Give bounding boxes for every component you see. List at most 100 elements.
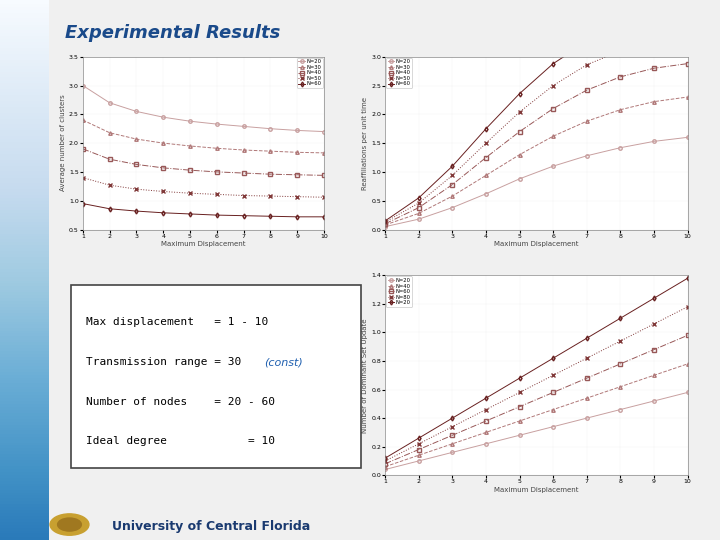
N=60 <box>649 14 658 21</box>
N=20 <box>381 466 390 472</box>
N=40 <box>320 172 328 179</box>
N=60 <box>582 38 591 45</box>
N=30 <box>649 98 658 105</box>
N=40 <box>649 65 658 71</box>
N=50 <box>582 62 591 68</box>
N=80 <box>616 338 625 345</box>
N=20 <box>415 216 423 222</box>
N=20 <box>482 395 490 401</box>
N=20 <box>482 441 490 447</box>
N=60 <box>516 90 524 97</box>
N=40 <box>293 172 302 178</box>
N=40 <box>239 170 248 176</box>
N=30 <box>212 145 221 152</box>
N=20 <box>320 129 328 135</box>
N=60 <box>683 10 692 16</box>
N=40 <box>105 156 114 163</box>
N=60 <box>381 461 390 467</box>
X-axis label: Maximum Displacement: Maximum Displacement <box>494 487 579 493</box>
Circle shape <box>50 514 89 535</box>
N=20 <box>159 114 168 120</box>
N=30 <box>549 133 557 139</box>
N=40 <box>186 167 194 173</box>
N=80 <box>448 423 456 430</box>
N=20 <box>516 375 524 381</box>
Text: Transmission range = 30: Transmission range = 30 <box>86 357 248 367</box>
Line: N=30: N=30 <box>81 118 325 154</box>
Legend: N=20, N=30, N=40, N=50, N=60: N=20, N=30, N=40, N=50, N=60 <box>386 58 413 88</box>
N=20 <box>105 99 114 106</box>
N=30 <box>239 147 248 153</box>
N=50 <box>266 193 275 199</box>
N=40 <box>616 73 625 80</box>
N=20 <box>78 82 87 89</box>
N=50 <box>132 186 140 192</box>
N=80 <box>516 389 524 396</box>
N=40 <box>616 383 625 390</box>
N=50 <box>212 191 221 198</box>
N=60 <box>186 211 194 217</box>
N=30 <box>186 143 194 149</box>
N=60 <box>649 346 658 353</box>
N=80 <box>582 355 591 361</box>
N=50 <box>293 193 302 200</box>
FancyBboxPatch shape <box>71 285 361 468</box>
Line: N=40: N=40 <box>81 147 325 177</box>
N=20 <box>582 152 591 159</box>
N=40 <box>415 452 423 458</box>
N=50 <box>649 38 658 45</box>
N=20 <box>516 176 524 182</box>
N=30 <box>381 221 390 228</box>
N=20 <box>448 204 456 211</box>
Legend: N=20, N=40, N=60, N=80, N=20: N=20, N=40, N=60, N=80, N=20 <box>386 276 413 307</box>
N=20 <box>683 134 692 140</box>
N=60 <box>239 212 248 219</box>
N=20 <box>683 275 692 281</box>
Text: Number of nodes    = 20 - 60: Number of nodes = 20 - 60 <box>86 397 275 407</box>
N=30 <box>132 136 140 143</box>
N=40 <box>212 168 221 175</box>
X-axis label: Maximum Displacement: Maximum Displacement <box>161 241 246 247</box>
Line: N=50: N=50 <box>384 36 689 224</box>
N=40 <box>549 406 557 413</box>
N=30 <box>105 130 114 136</box>
N=20 <box>616 145 625 151</box>
N=20 <box>549 163 557 170</box>
N=60 <box>482 418 490 424</box>
N=20 <box>266 125 275 132</box>
N=20 <box>616 315 625 321</box>
Line: N=50: N=50 <box>81 176 325 199</box>
Y-axis label: Reaffiliations per unit time: Reaffiliations per unit time <box>362 97 369 190</box>
N=30 <box>159 140 168 146</box>
N=40 <box>159 165 168 171</box>
Text: Experimental Results: Experimental Results <box>65 24 280 42</box>
N=20 <box>186 118 194 124</box>
N=50 <box>186 190 194 197</box>
N=40 <box>649 372 658 379</box>
N=30 <box>516 151 524 158</box>
N=40 <box>266 171 275 178</box>
N=40 <box>415 204 423 211</box>
N=30 <box>448 193 456 199</box>
N=20 <box>239 123 248 130</box>
N=60 <box>582 375 591 381</box>
N=30 <box>482 172 490 179</box>
N=50 <box>549 82 557 89</box>
Line: N=40: N=40 <box>384 362 689 468</box>
N=60 <box>132 208 140 214</box>
Line: N=60: N=60 <box>384 11 689 222</box>
N=60 <box>212 212 221 218</box>
N=20 <box>516 432 524 438</box>
N=40 <box>381 463 390 470</box>
Line: N=20: N=20 <box>384 276 689 460</box>
Legend: N=20, N=30, N=40, N=50, N=60: N=20, N=30, N=40, N=50, N=60 <box>297 58 323 88</box>
N=50 <box>105 182 114 188</box>
N=20 <box>649 138 658 145</box>
N=60 <box>159 210 168 216</box>
N=20 <box>582 335 591 341</box>
N=20 <box>649 295 658 301</box>
N=60 <box>415 446 423 453</box>
Text: Ideal degree            = 10: Ideal degree = 10 <box>86 436 275 447</box>
N=60 <box>415 194 423 201</box>
N=40 <box>78 146 87 152</box>
